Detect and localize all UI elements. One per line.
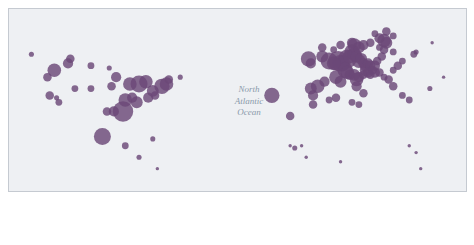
svg-text:NorthAtlanticOcean: NorthAtlanticOcean [234,84,264,117]
